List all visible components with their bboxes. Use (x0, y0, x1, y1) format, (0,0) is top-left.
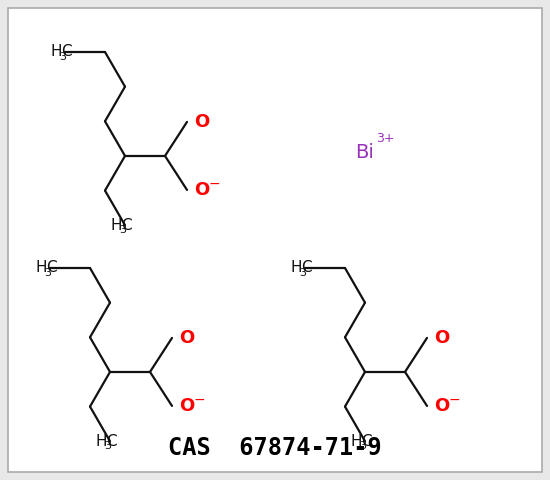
Text: 3: 3 (299, 268, 306, 278)
Text: C: C (301, 261, 312, 276)
Text: 3: 3 (44, 268, 51, 278)
Text: O: O (179, 329, 194, 347)
Text: 3: 3 (59, 52, 66, 62)
Text: H: H (96, 434, 107, 449)
Text: −: − (209, 177, 221, 191)
Text: C: C (62, 45, 72, 60)
Text: 3+: 3+ (376, 132, 394, 144)
Text: C: C (46, 261, 57, 276)
Text: O: O (194, 113, 209, 131)
Text: H: H (350, 434, 362, 449)
Text: C: C (122, 218, 132, 233)
Text: O: O (434, 397, 449, 415)
Text: H: H (36, 261, 47, 276)
Text: H: H (111, 218, 122, 233)
Text: 3: 3 (359, 441, 366, 451)
Text: O: O (179, 397, 194, 415)
Text: CAS  67874-71-9: CAS 67874-71-9 (168, 436, 382, 460)
Text: O: O (194, 181, 209, 199)
Text: H: H (290, 261, 302, 276)
Text: C: C (361, 434, 372, 449)
Text: 3: 3 (119, 225, 126, 235)
Text: H: H (51, 45, 62, 60)
Text: Bi: Bi (355, 143, 374, 161)
Text: O: O (434, 329, 449, 347)
Text: 3: 3 (104, 441, 111, 451)
Text: C: C (106, 434, 117, 449)
Text: −: − (194, 393, 206, 407)
Text: −: − (449, 393, 461, 407)
